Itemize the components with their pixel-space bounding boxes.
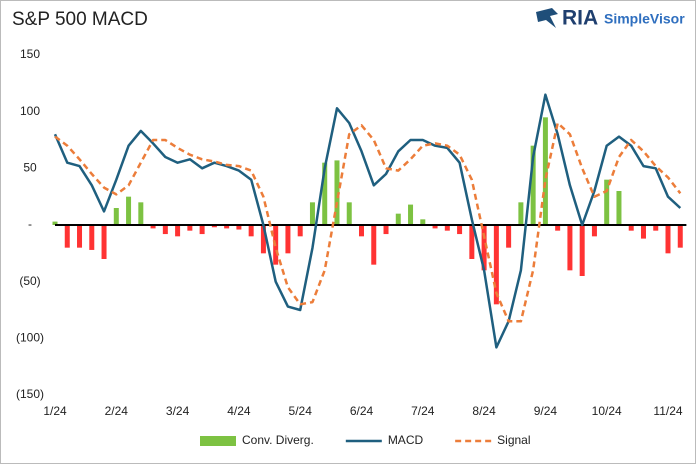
x-tick-label: 3/24 — [166, 404, 190, 418]
histogram-bar — [542, 117, 548, 225]
x-tick-label: 8/24 — [472, 404, 496, 418]
histogram-bar — [77, 225, 83, 248]
histogram-bar — [506, 225, 512, 248]
histogram-bar — [248, 225, 254, 237]
chart-title: S&P 500 MACD — [12, 9, 148, 30]
x-tick-label: 5/24 — [289, 404, 313, 418]
histogram-bar — [579, 225, 585, 276]
histogram-bar — [408, 204, 414, 225]
histogram-bar — [334, 160, 340, 225]
histogram-bar — [224, 225, 230, 229]
y-tick-label: (150) — [16, 387, 44, 401]
histogram-bar — [444, 225, 450, 231]
histogram-bar — [653, 225, 659, 231]
legend-label: Conv. Diverg. — [242, 433, 314, 447]
histogram-bar — [640, 225, 646, 239]
logo: RIA SimpleVisor — [536, 7, 685, 30]
histogram-bar — [89, 225, 95, 250]
histogram-bar — [359, 225, 364, 237]
legend-label: MACD — [388, 433, 424, 447]
histogram-bar — [591, 225, 597, 237]
x-tick-label: 10/24 — [592, 404, 622, 418]
histogram-bar — [64, 225, 70, 248]
x-tick-label: 6/24 — [350, 404, 374, 418]
histogram-bar — [457, 225, 463, 235]
logo-icon — [536, 8, 558, 28]
histogram-bar — [420, 219, 426, 225]
legend-swatch — [200, 436, 236, 446]
histogram-bar — [126, 196, 132, 225]
y-tick-label: 50 — [23, 161, 37, 175]
histogram-bar — [52, 221, 58, 225]
legend-label: Signal — [497, 433, 530, 447]
histogram-bar — [260, 225, 266, 254]
x-tick-label: 7/24 — [411, 404, 435, 418]
x-tick-label: 4/24 — [227, 404, 251, 418]
histogram-bar — [567, 225, 573, 271]
histogram-bar — [101, 225, 107, 259]
histogram-bar — [616, 191, 622, 225]
histogram-bar — [236, 225, 242, 230]
y-tick-label: 150 — [20, 47, 40, 61]
histogram-bar — [211, 225, 217, 228]
x-tick-label: 2/24 — [105, 404, 129, 418]
histogram-bar — [395, 213, 401, 225]
series-line — [54, 121, 682, 323]
histogram-bar — [493, 225, 499, 305]
histogram-bar — [677, 225, 683, 248]
histogram-bar — [481, 225, 487, 271]
logo-brand: RIA — [562, 7, 598, 30]
histogram-bar — [187, 225, 193, 231]
histogram-bar — [371, 225, 377, 265]
histogram-bar — [162, 225, 168, 235]
histogram-bar — [297, 225, 303, 237]
x-tick-label: 11/24 — [653, 404, 682, 418]
x-tick-label: 1/24 — [43, 404, 67, 418]
histogram-bar — [309, 202, 315, 225]
histogram-bar — [113, 208, 119, 225]
histogram-bar — [322, 162, 328, 225]
histogram-bar — [138, 202, 144, 225]
histogram-bar — [665, 225, 671, 254]
histogram-bar — [604, 179, 610, 225]
histogram-bar — [518, 202, 524, 225]
histogram-bar — [285, 225, 291, 254]
histogram-bar — [199, 225, 205, 235]
logo-product: SimpleVisor — [604, 11, 685, 27]
y-tick-label: (100) — [16, 331, 44, 345]
histogram-bar — [469, 225, 475, 259]
histogram-bar — [530, 145, 536, 225]
histogram-bar — [150, 225, 156, 229]
series-line — [53, 93, 682, 349]
histogram-bar — [555, 225, 561, 231]
histogram-bar — [432, 225, 438, 229]
y-tick-label: - — [28, 217, 32, 231]
x-tick-label: 9/24 — [534, 404, 558, 418]
histogram-bar — [346, 202, 352, 225]
histogram-bar — [175, 225, 181, 237]
y-tick-label: (50) — [19, 274, 40, 288]
histogram-bar — [383, 225, 389, 235]
histogram-bar — [628, 225, 634, 231]
y-tick-label: 100 — [20, 104, 40, 118]
